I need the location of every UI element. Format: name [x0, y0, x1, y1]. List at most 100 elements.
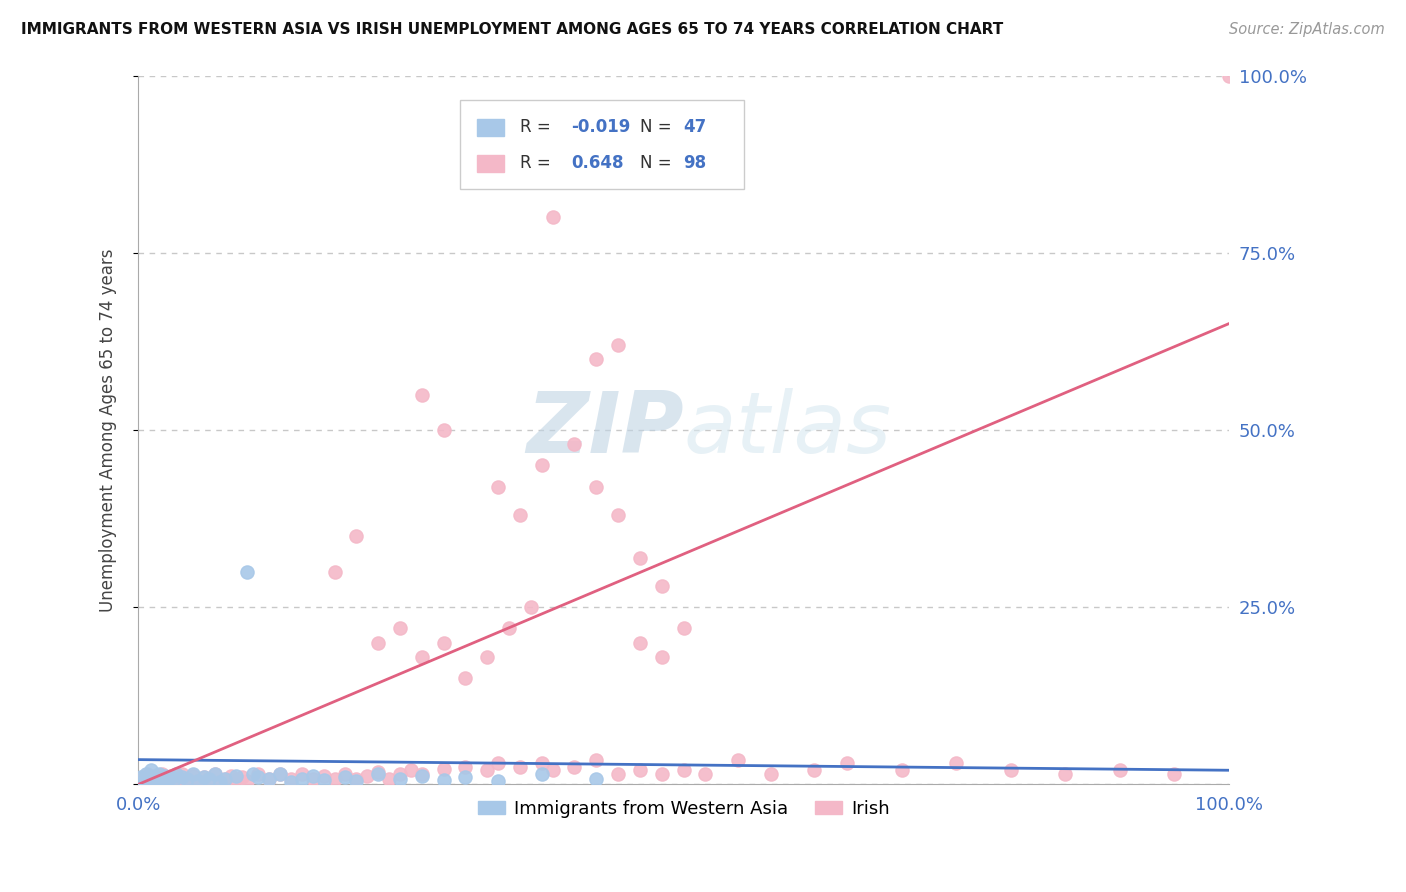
Point: [150, 772, 173, 786]
Y-axis label: Unemployment Among Ages 65 to 74 years: Unemployment Among Ages 65 to 74 years: [100, 248, 117, 612]
FancyBboxPatch shape: [478, 155, 503, 172]
FancyBboxPatch shape: [460, 100, 744, 189]
Point: [312, 769, 335, 783]
Point: [269, 766, 291, 780]
Point: [344, 773, 367, 788]
Point: [454, 760, 477, 774]
Point: [301, 769, 323, 783]
Point: [141, 774, 163, 789]
Point: [344, 772, 367, 786]
Point: [204, 766, 226, 780]
Point: [564, 760, 586, 774]
Point: [141, 764, 163, 778]
Point: [231, 770, 253, 784]
Point: [170, 766, 193, 780]
Point: [146, 770, 169, 784]
Point: [367, 764, 389, 779]
Point: [585, 772, 607, 786]
Point: [247, 766, 270, 780]
Point: [135, 766, 157, 780]
Point: [291, 766, 314, 780]
Text: R =: R =: [520, 153, 555, 171]
Point: [477, 649, 499, 664]
Point: [498, 622, 520, 636]
Text: 0.648: 0.648: [571, 153, 624, 171]
Text: -0.019: -0.019: [571, 118, 630, 136]
Point: [165, 766, 187, 780]
Point: [181, 769, 204, 783]
Point: [323, 772, 346, 786]
Point: [257, 772, 280, 786]
Point: [651, 579, 673, 593]
Point: [129, 773, 152, 788]
Point: [335, 766, 357, 780]
Point: [890, 764, 912, 778]
Point: [155, 772, 177, 786]
Point: [727, 753, 749, 767]
Point: [169, 773, 191, 788]
Point: [236, 773, 259, 788]
Point: [585, 753, 607, 767]
Point: [541, 764, 564, 778]
Point: [165, 770, 187, 784]
Point: [628, 635, 651, 649]
Point: [160, 770, 183, 784]
Point: [187, 773, 209, 788]
Point: [454, 770, 477, 784]
Point: [138, 772, 160, 786]
Point: [219, 769, 242, 783]
Point: [269, 766, 291, 780]
Point: [585, 480, 607, 494]
Point: [193, 770, 215, 784]
Point: [257, 772, 280, 786]
Point: [541, 211, 564, 225]
Text: ZIP: ZIP: [526, 389, 683, 472]
Point: [143, 770, 166, 784]
Text: N =: N =: [640, 153, 676, 171]
Point: [204, 766, 226, 780]
Point: [628, 550, 651, 565]
Point: [135, 766, 157, 780]
Point: [291, 772, 314, 786]
Point: [1054, 766, 1077, 780]
Text: 98: 98: [683, 153, 707, 171]
Point: [323, 565, 346, 579]
Point: [181, 766, 204, 780]
Point: [157, 774, 180, 789]
Point: [367, 635, 389, 649]
Point: [520, 600, 543, 615]
Point: [142, 769, 165, 783]
Text: atlas: atlas: [683, 389, 891, 472]
Text: IMMIGRANTS FROM WESTERN ASIA VS IRISH UNEMPLOYMENT AMONG AGES 65 TO 74 YEARS COR: IMMIGRANTS FROM WESTERN ASIA VS IRISH UN…: [21, 22, 1004, 37]
Point: [486, 480, 509, 494]
Point: [509, 760, 531, 774]
Point: [176, 772, 198, 786]
Point: [530, 756, 553, 771]
Point: [486, 773, 509, 788]
Text: 47: 47: [683, 118, 707, 136]
Point: [628, 764, 651, 778]
Point: [607, 766, 630, 780]
Point: [208, 774, 231, 789]
Point: [837, 756, 859, 771]
Point: [803, 764, 825, 778]
Point: [433, 773, 456, 788]
Point: [399, 764, 422, 778]
Point: [411, 769, 433, 783]
Point: [945, 756, 967, 771]
Point: [607, 508, 630, 522]
Point: [280, 772, 302, 786]
Point: [198, 772, 221, 786]
Legend: Immigrants from Western Asia, Irish: Immigrants from Western Asia, Irish: [470, 793, 897, 825]
Point: [141, 773, 163, 788]
Point: [672, 764, 695, 778]
Point: [162, 773, 184, 788]
Point: [344, 529, 367, 543]
Point: [564, 437, 586, 451]
Point: [1000, 764, 1022, 778]
Point: [132, 773, 155, 788]
Point: [651, 649, 673, 664]
Point: [138, 769, 160, 783]
Point: [411, 649, 433, 664]
Point: [193, 770, 215, 784]
